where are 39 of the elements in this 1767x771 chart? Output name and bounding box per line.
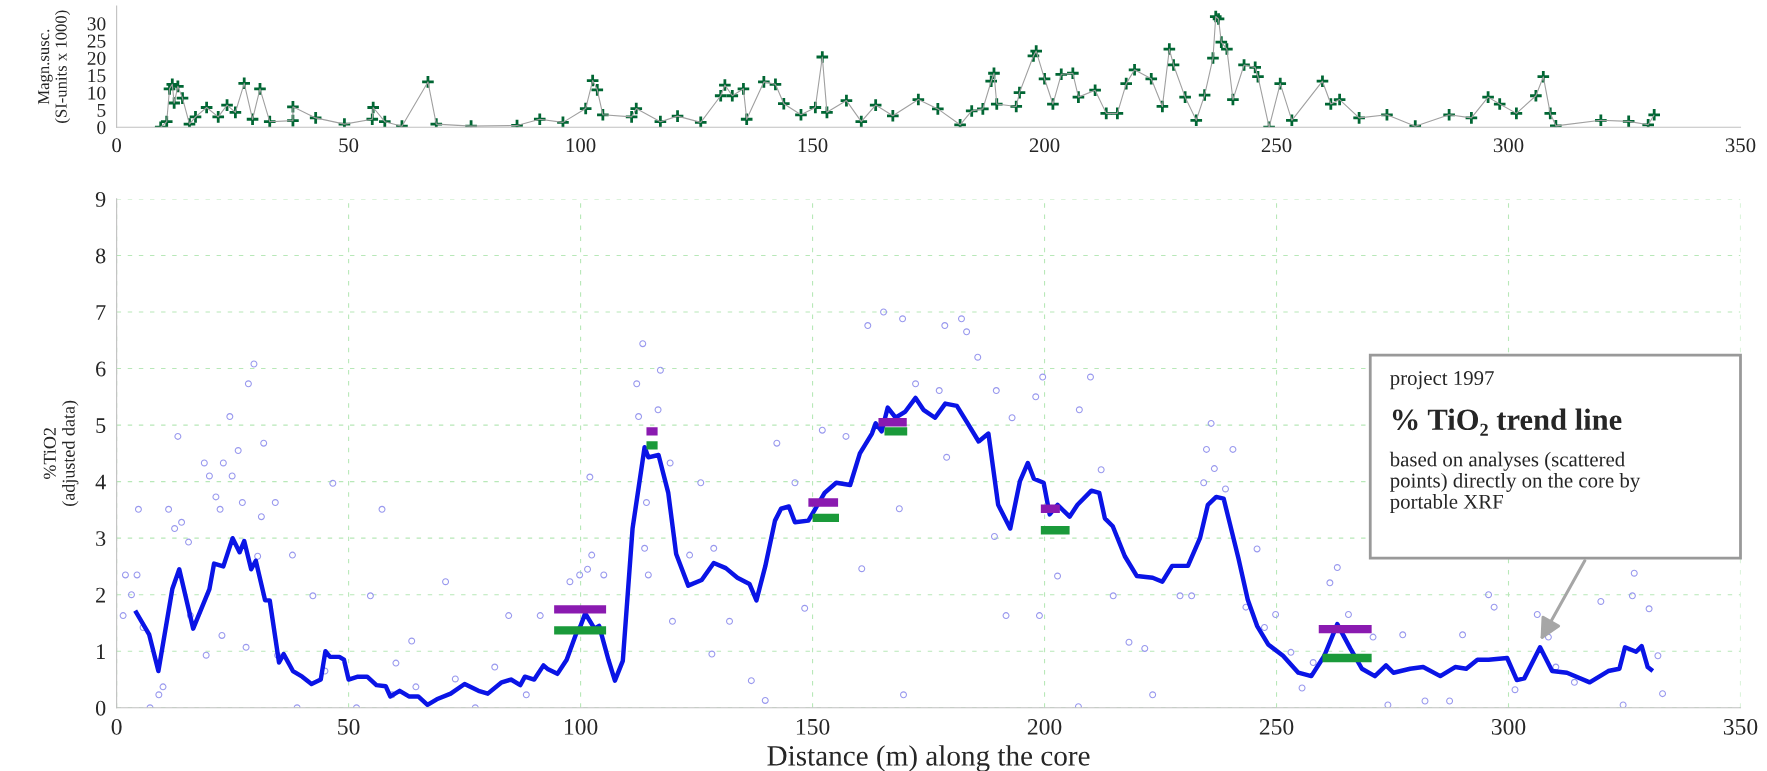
x-tick-label: 200 bbox=[1029, 138, 1060, 153]
y-tick-label: 5 bbox=[97, 103, 106, 117]
x-axis-title: Distance (m) along the core bbox=[767, 745, 1090, 771]
y-tick-label: 5 bbox=[96, 418, 106, 434]
x-tick-label: 50 bbox=[339, 138, 359, 153]
x-tick-label: 150 bbox=[796, 718, 830, 735]
x-tick-label: 350 bbox=[1725, 138, 1756, 153]
y-tick-label: 15 bbox=[88, 69, 106, 83]
y-tick-label: 8 bbox=[95, 248, 106, 264]
x-tick-label: 250 bbox=[1259, 718, 1294, 735]
y-axis-title: %TiO2 (adjusted data) bbox=[43, 400, 79, 506]
y-tick-label: 30 bbox=[87, 17, 106, 31]
y-tick-label: 25 bbox=[87, 34, 106, 48]
y-tick-label: 9 bbox=[95, 191, 106, 207]
annotation: % TiO₂ trend line bbox=[1392, 408, 1622, 436]
y-tick-label: 3 bbox=[96, 531, 106, 547]
x-tick-label: 300 bbox=[1493, 138, 1524, 153]
x-tick-label: 250 bbox=[1261, 138, 1292, 153]
x-tick-label: 150 bbox=[798, 138, 828, 153]
x-tick-label: 100 bbox=[564, 718, 598, 735]
y-tick-label: 1 bbox=[97, 644, 105, 659]
annotation: project 1997 bbox=[1390, 371, 1494, 390]
x-tick-label: 0 bbox=[112, 138, 122, 153]
y-tick-label: 10 bbox=[88, 86, 106, 100]
x-tick-label: 50 bbox=[338, 718, 360, 735]
x-tick-label: 0 bbox=[111, 718, 122, 735]
y-tick-label: 20 bbox=[87, 51, 106, 65]
y-tick-label: 4 bbox=[95, 474, 106, 490]
y-tick-label: 2 bbox=[96, 587, 105, 603]
y-axis-title: Magn.susc. (SI-units x 1000) bbox=[38, 10, 71, 123]
x-tick-label: 200 bbox=[1027, 718, 1062, 735]
annotation: based on analyses (scattered points) directly on the core by portable XRF bbox=[1389, 451, 1641, 513]
x-tick-label: 100 bbox=[566, 138, 596, 153]
y-tick-label: 6 bbox=[96, 361, 106, 377]
y-tick-label: 0 bbox=[95, 700, 106, 716]
y-tick-label: 7 bbox=[96, 305, 106, 320]
y-tick-label: 0 bbox=[97, 121, 106, 135]
x-tick-label: 300 bbox=[1491, 718, 1526, 735]
x-tick-label: 350 bbox=[1723, 718, 1758, 735]
